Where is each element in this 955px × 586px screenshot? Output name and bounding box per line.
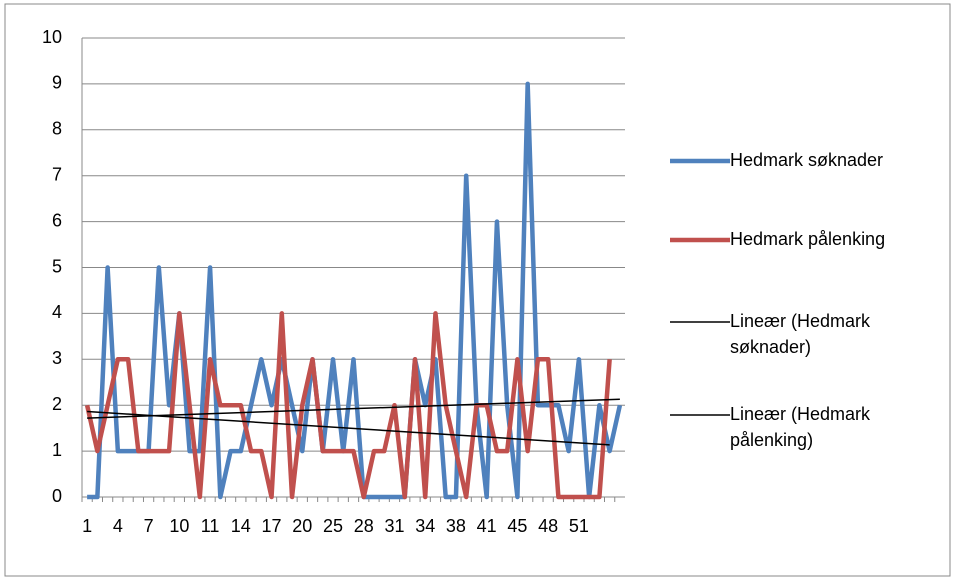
x-tick-label: 41 xyxy=(477,516,497,536)
x-tick-label: 25 xyxy=(323,516,343,536)
series-line xyxy=(84,311,612,500)
legend-item: Lineær (Hedmark søknader) xyxy=(730,311,871,357)
y-tick-label: 6 xyxy=(52,210,62,230)
x-tick-label: 31 xyxy=(384,516,404,536)
y-tick-label: 7 xyxy=(52,164,62,184)
y-tick-label: 5 xyxy=(52,256,62,276)
legend-label: Hedmark pålenking xyxy=(730,229,886,249)
x-tick-label: 20 xyxy=(292,516,312,536)
x-tick-label: 14 xyxy=(231,516,251,536)
legend-label: Lineær (Hedmark pålenking) xyxy=(730,404,871,450)
x-tick-label: 38 xyxy=(446,516,466,536)
legend-label: Lineær (Hedmark søknader) xyxy=(730,311,871,357)
x-tick-label: 11 xyxy=(201,516,220,536)
y-tick-label: 9 xyxy=(52,73,62,93)
y-tick-label: 1 xyxy=(52,440,62,460)
x-tick-label: 1 xyxy=(82,516,92,536)
x-tick-label: 4 xyxy=(113,516,123,536)
trend-line xyxy=(87,398,620,419)
y-tick-label: 10 xyxy=(42,27,62,47)
x-tick-label: 45 xyxy=(507,516,527,536)
trend-line xyxy=(87,410,610,446)
x-tick-label: 10 xyxy=(169,516,189,536)
legend-item: Lineær (Hedmark pålenking) xyxy=(730,404,871,450)
y-tick-label: 0 xyxy=(52,486,62,506)
x-tick-label: 51 xyxy=(569,516,589,536)
x-tick-label: 48 xyxy=(538,516,558,536)
chart-frame xyxy=(4,3,951,577)
y-tick-label: 3 xyxy=(52,348,62,368)
x-tick-label: 17 xyxy=(262,516,282,536)
y-tick-label: 4 xyxy=(52,302,62,322)
legend-item: Hedmark pålenking xyxy=(730,229,886,249)
x-tick-label: 34 xyxy=(415,516,435,536)
y-tick-label: 8 xyxy=(52,119,62,139)
x-tick-label: 28 xyxy=(354,516,374,536)
y-tick-label: 2 xyxy=(52,394,62,414)
legend-item: Hedmark søknader xyxy=(730,150,884,170)
x-tick-label: 7 xyxy=(144,516,154,536)
legend-label: Hedmark søknader xyxy=(730,150,884,170)
